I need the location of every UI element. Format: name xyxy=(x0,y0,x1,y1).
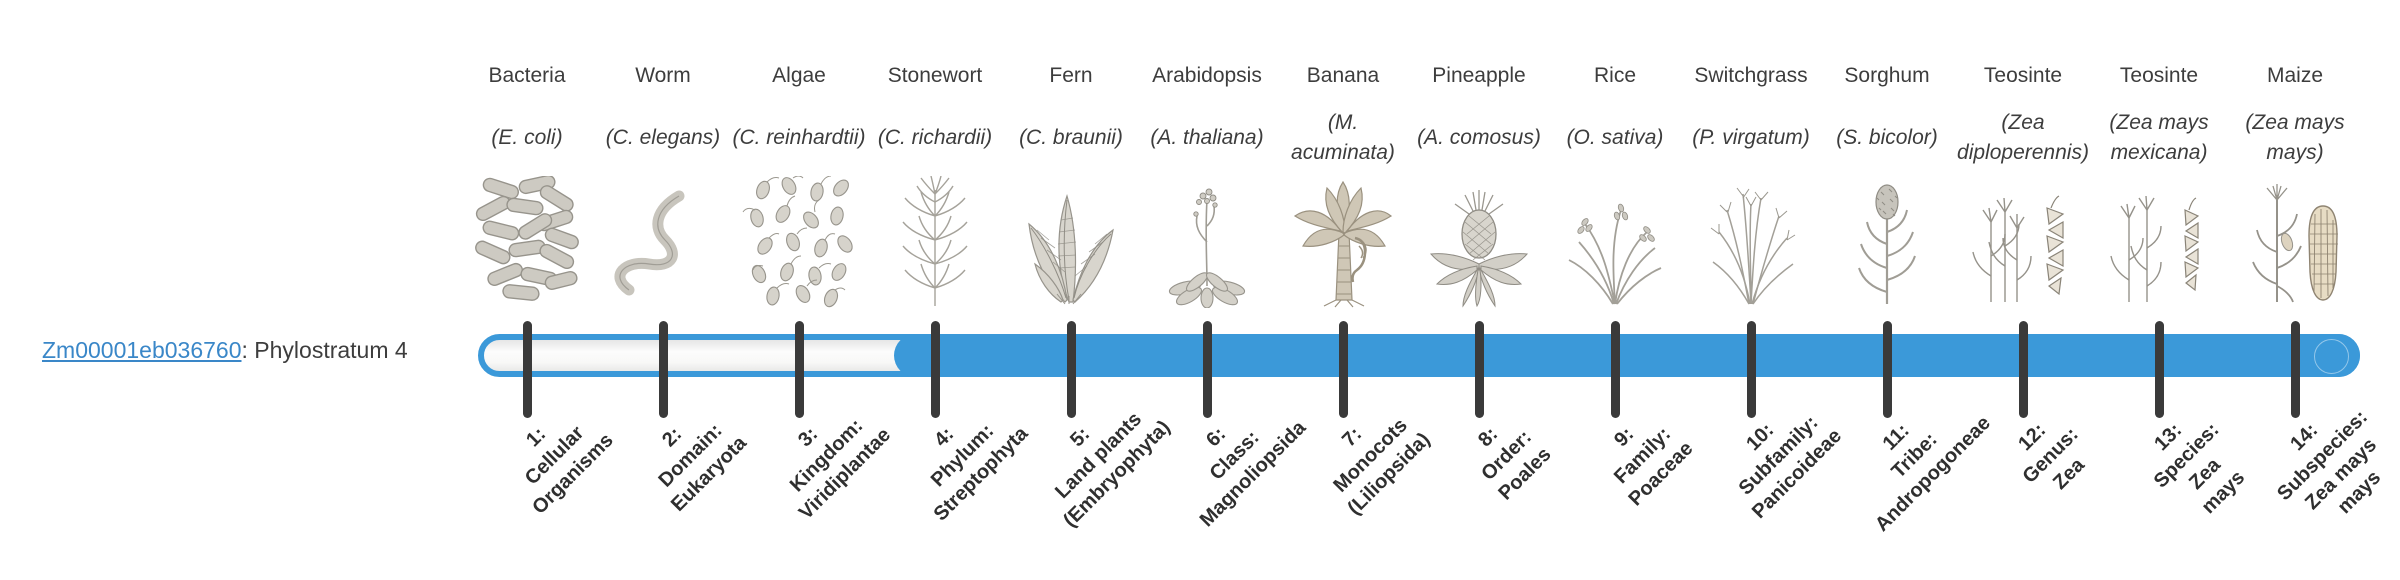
organism-common-name: Pineapple xyxy=(1432,64,1526,87)
organism-species-name: (O. sativa) xyxy=(1566,126,1664,150)
algae-illustration xyxy=(731,176,867,308)
organism-species-name: (A. thaliana) xyxy=(1150,126,1264,150)
fern-illustration xyxy=(1003,176,1139,308)
stratum-rank-label: 8: Order: Poales xyxy=(1474,423,1556,505)
bar-endcap-ring xyxy=(2314,339,2349,374)
organism-common-name: Teosinte xyxy=(2119,64,2199,87)
stratum-tick-mark xyxy=(794,321,804,418)
arabidopsis-illustration xyxy=(1139,176,1275,308)
organism-species-name: (C. elegans) xyxy=(605,126,721,150)
stratum-column: Banana (M. acuminata) 7: Monocots (Lilio… xyxy=(1275,0,1434,580)
organism-species-wrap: (S. bicolor) xyxy=(1819,100,1955,176)
organism-species-wrap: (E. coli) xyxy=(459,100,595,176)
stratum-column: Sorghum (S. bicolor) 11: Tribe: Andropog… xyxy=(1819,0,1995,580)
organism-common-name: Maize xyxy=(2266,64,2324,87)
stratum-tick-mark xyxy=(930,321,940,418)
organism-species-wrap: (A. comosus) xyxy=(1411,100,1547,176)
gene-id-link[interactable]: Zm00001eb036760 xyxy=(42,337,242,363)
organism-common-name: Arabidopsis xyxy=(1152,64,1262,87)
organism-species-name: (Zea mays mexicana) xyxy=(2109,111,2209,164)
rice-illustration xyxy=(1547,176,1683,308)
organism-species-name: (Zea diploperennis) xyxy=(1957,111,2089,164)
gene-label: Zm00001eb036760: Phylostratum 4 xyxy=(42,337,408,364)
stratum-tick-mark xyxy=(2290,321,2300,418)
stratum-tick-mark xyxy=(522,321,532,418)
organism-species-name: (A. comosus) xyxy=(1417,126,1541,150)
organism-species-wrap: (C. elegans) xyxy=(595,100,731,176)
organism-species-wrap: (Zea mays mays) xyxy=(2227,100,2363,176)
organism-species-wrap: (Zea mays mexicana) xyxy=(2091,100,2227,176)
stonewort-illustration xyxy=(867,176,1003,308)
stratum-column: Worm (C. elegans) 2: Domain: Eukaryota xyxy=(595,0,751,580)
stratum-tick-mark xyxy=(1338,321,1348,418)
stratum-column: Switchgrass (P. virgatum) 10: Subfamily:… xyxy=(1683,0,1846,580)
organism-species-name: (M. acuminata) xyxy=(1291,111,1395,164)
stratum-tick-mark xyxy=(2018,321,2028,418)
stratum-column: Rice (O. sativa) 9: Family: Poaceae xyxy=(1547,0,1698,580)
bacteria-illustration xyxy=(459,176,595,308)
stratum-tick-mark xyxy=(658,321,668,418)
stratum-column: Fern (C. braunii) 5: Land plants (Embryo… xyxy=(1003,0,1175,580)
organism-species-wrap: (P. virgatum) xyxy=(1683,100,1819,176)
organism-common-name: Fern xyxy=(1049,64,1093,87)
organism-species-wrap: (A. thaliana) xyxy=(1139,100,1275,176)
stratum-column: Stonewort (C. richardii) 4: Phylum: Stre… xyxy=(867,0,1033,580)
stratum-tick-mark xyxy=(1202,321,1212,418)
stratum-rank-label: 9: Family: Poaceae xyxy=(1610,423,1698,511)
organism-common-name: Algae xyxy=(772,64,826,87)
organism-species-name: (P. virgatum) xyxy=(1692,126,1810,150)
stratum-tick-mark xyxy=(1066,321,1076,418)
teosinte-mexicana-illustration xyxy=(2091,176,2227,308)
organism-common-name: Banana xyxy=(1306,64,1380,87)
organism-common-name: Teosinte xyxy=(1983,64,2063,87)
organism-common-name: Stonewort xyxy=(887,64,983,87)
organism-species-name: (C. reinhardtii) xyxy=(732,126,866,150)
stratum-tick-mark xyxy=(1610,321,1620,418)
switchgrass-illustration xyxy=(1683,176,1819,308)
worm-illustration xyxy=(595,176,731,308)
stratum-column: Teosinte (Zea mays mexicana) 13: Species… xyxy=(2091,0,2249,580)
organism-common-name: Sorghum xyxy=(1844,64,1930,87)
stratum-tick-mark xyxy=(1474,321,1484,418)
stratum-column: Bacteria (E. coli) 1: Cellular Organisms xyxy=(459,0,618,580)
organism-common-name: Rice xyxy=(1593,64,1636,87)
organism-species-wrap: (Zea diploperennis) xyxy=(1955,100,2091,176)
stratum-column: Pineapple (A. comosus) 8: Order: Poales xyxy=(1411,0,1555,580)
teosinte-diploperennis-illustration xyxy=(1955,176,2091,308)
organism-species-name: (E. coli) xyxy=(491,126,563,150)
banana-illustration xyxy=(1275,176,1411,308)
stratum-rank-label: 14: Subspecies: Zea mays mays xyxy=(2273,406,2386,519)
organism-common-name: Switchgrass xyxy=(1694,64,1808,87)
gene-separator: : xyxy=(241,337,255,363)
stratum-column: Algae (C. reinhardtii) 3: Kingdom: Virid… xyxy=(731,0,895,580)
organism-species-wrap: (C. braunii) xyxy=(1003,100,1139,176)
stratum-tick-mark xyxy=(1882,321,1892,418)
stratum-column: Teosinte (Zea diploperennis) 12: Genus: … xyxy=(1955,0,2091,580)
stratum-column: Arabidopsis (A. thaliana) 6: Class: Magn… xyxy=(1139,0,1310,580)
organism-species-name: (Zea mays mays) xyxy=(2245,111,2345,164)
sorghum-illustration xyxy=(1819,176,1955,308)
organism-common-name: Worm xyxy=(635,64,691,87)
organism-species-name: (C. braunii) xyxy=(1019,126,1123,150)
pineapple-illustration xyxy=(1411,176,1547,308)
stratum-rank-label: 12: Genus: Zea xyxy=(2014,419,2089,494)
organism-species-name: (C. richardii) xyxy=(877,126,993,150)
stratum-tick-mark xyxy=(2154,321,2164,418)
timeline-bar-fill xyxy=(894,334,2360,377)
maize-illustration xyxy=(2227,176,2363,308)
organism-species-wrap: (O. sativa) xyxy=(1547,100,1683,176)
organism-common-name: Bacteria xyxy=(488,64,566,87)
organism-species-wrap: (C. reinhardtii) xyxy=(731,100,867,176)
organism-species-wrap: (C. richardii) xyxy=(867,100,1003,176)
organism-species-wrap: (M. acuminata) xyxy=(1275,100,1411,176)
organism-species-name: (S. bicolor) xyxy=(1836,126,1938,150)
stratum-column: Maize (Zea mays mays) 14: Subspecies: Ze… xyxy=(2227,0,2385,580)
stratum-tick-mark xyxy=(1746,321,1756,418)
gene-phylostratum-text: Phylostratum 4 xyxy=(254,337,408,363)
